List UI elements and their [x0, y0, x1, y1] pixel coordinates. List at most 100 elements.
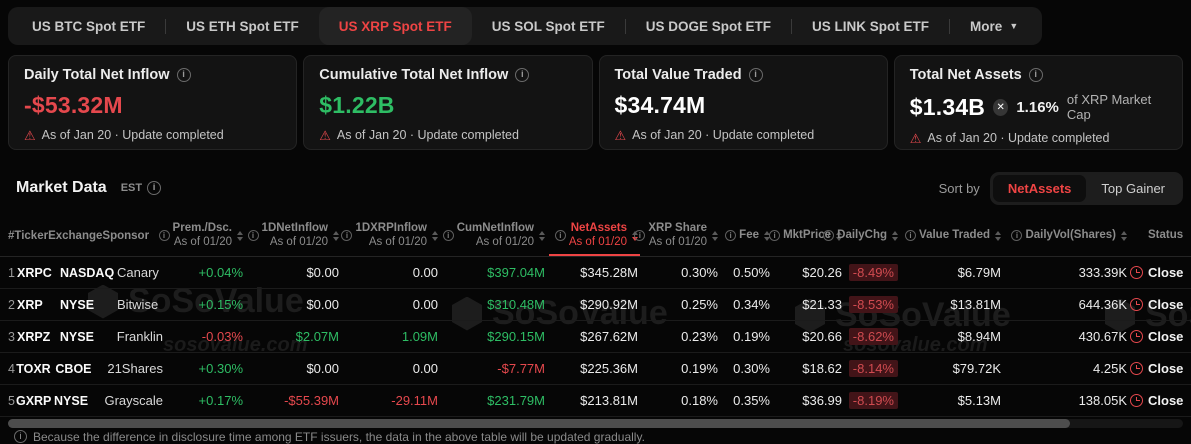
fund-name-cell: 5 GXRP NYSE Grayscale [8, 393, 163, 408]
tab-us-link-spot-etf[interactable]: US LINK Spot ETF [792, 7, 949, 45]
sort-arrows-icon[interactable] [764, 230, 770, 241]
sort-arrows-icon[interactable] [836, 230, 842, 241]
cell-na: $213.81M [580, 393, 638, 408]
horizontal-scrollbar-track[interactable] [8, 419, 1183, 428]
cell-vol: 4.25K [1093, 361, 1127, 376]
cell-vt: $8.94M [957, 329, 1001, 344]
column-header-dailychg[interactable]: i DailyChg [823, 215, 898, 256]
column-label: DailyChg [837, 228, 887, 241]
cell-prem: +0.17% [198, 393, 243, 408]
timezone-label: EST i [121, 181, 162, 195]
column-header-mktprice[interactable]: i MktPrice [769, 215, 842, 256]
fund-name-cell: 1 XRPC NASDAQ Canary [8, 265, 163, 280]
cell-chg: -8.49% [842, 264, 898, 281]
table-row-toxr[interactable]: 4 TOXR CBOE 21Shares +0.30% $0.00 0.00 -$7.77M $… [0, 353, 1191, 385]
market-status-text: Close [1148, 297, 1184, 312]
info-icon[interactable]: i [748, 68, 763, 82]
sort-arrows-icon[interactable] [892, 230, 898, 241]
info-icon[interactable]: i [905, 230, 917, 241]
cell-chg: -8.19% [842, 392, 898, 409]
cell-ndi: $0.00 [306, 361, 339, 376]
tab-us-xrp-spot-etf[interactable]: US XRP Spot ETF [318, 7, 472, 45]
sort-arrows-icon[interactable] [237, 230, 243, 241]
cell-na: $290.92M [580, 297, 638, 312]
column-header-fee[interactable]: i Fee [718, 215, 770, 256]
card-value: $1.22B [319, 92, 395, 118]
info-icon[interactable]: i [725, 230, 737, 241]
cell-vt: $6.79M [957, 265, 1001, 280]
horizontal-scrollbar-thumb[interactable] [8, 419, 1070, 428]
cell-chg: -8.62% [842, 328, 898, 345]
cell-price: $36.99 [802, 393, 842, 408]
fund-ticker: XRPZ [16, 330, 51, 344]
tab-us-eth-spot-etf[interactable]: US ETH Spot ETF [166, 7, 319, 45]
table-row-xrpc[interactable]: 1 XRPC NASDAQ Canary +0.04% $0.00 0.00 $397.04M… [0, 257, 1191, 289]
market-data-header: Market Data EST i Sort by NetAssets Top G… [16, 170, 1183, 206]
info-icon[interactable]: i [823, 230, 835, 241]
row-rank: 4 [8, 362, 15, 376]
daily-change-badge: -8.53% [848, 296, 898, 313]
sort-arrows-icon[interactable] [539, 230, 545, 241]
card-status-text: As of Jan 20 · Update completed [632, 128, 815, 142]
column-label: Fee [739, 228, 759, 241]
row-rank: 3 [8, 330, 15, 344]
table-row-xrpz[interactable]: 3 XRPZ NYSE Franklin -0.03% $2.07M 1.09M $290.1… [0, 321, 1191, 353]
card-title-text: Daily Total Net Inflow [24, 67, 170, 83]
info-icon[interactable]: i [442, 230, 454, 241]
column-header-dailyvol-shares[interactable]: i DailyVol(Shares) [1001, 215, 1127, 256]
info-icon[interactable]: i [176, 68, 191, 82]
table-row-gxrp[interactable]: 5 GXRP NYSE Grayscale +0.17% -$55.39M -29.11M $… [0, 385, 1191, 417]
warning-icon: ⚠ [614, 127, 627, 143]
tab-us-doge-spot-etf[interactable]: US DOGE Spot ETF [626, 7, 791, 45]
tab-label: US BTC Spot ETF [32, 18, 146, 34]
card-status: ⚠ As of Jan 20 · Update completed [615, 128, 872, 142]
sort-arrows-icon[interactable] [432, 230, 438, 241]
table-row-xrp[interactable]: 2 XRP NYSE Bitwise +0.15% $0.00 0.00 $310.48M $2… [0, 289, 1191, 321]
card-value: $34.74M [614, 92, 706, 118]
info-icon[interactable]: i [1011, 230, 1023, 241]
table-header-row: #TickerExchangeSponsor i Prem./Dsc. As of 0… [0, 215, 1191, 257]
cell-fee: 0.50% [733, 265, 770, 280]
column-header-1dxrpinflow[interactable]: i 1DXRPInflow As of 01/20 [339, 215, 438, 256]
fund-sponsor: 21Shares [107, 361, 163, 376]
warning-icon: ⚠ [319, 127, 331, 143]
column-header-prem-dsc[interactable]: i Prem./Dsc. As of 01/20 [158, 215, 243, 256]
info-icon[interactable]: i [147, 181, 162, 195]
tab-label: More [970, 18, 1003, 34]
market-status-text: Close [1148, 265, 1184, 280]
cell-vol: 430.67K [1078, 329, 1127, 344]
column-label: XRP Share As of 01/20 [648, 221, 707, 248]
column-header-value-traded[interactable]: i Value Traded [898, 215, 1001, 256]
column-header-netassets[interactable]: i NetAssets As of 01/20 [545, 215, 640, 256]
market-status-cell: Close [1127, 329, 1191, 344]
daily-change-badge: -8.19% [848, 392, 898, 409]
column-header-xrp-share[interactable]: i XRP Share As of 01/20 [634, 215, 718, 256]
info-icon[interactable]: i [515, 68, 530, 82]
info-icon[interactable]: i [634, 230, 646, 241]
row-rank: 5 [8, 394, 15, 408]
info-icon[interactable]: i [554, 230, 566, 241]
info-icon[interactable]: i [247, 230, 259, 241]
tab-us-btc-spot-etf[interactable]: US BTC Spot ETF [12, 7, 165, 45]
cell-xdi: 0.00 [412, 361, 438, 376]
info-icon[interactable]: i [769, 230, 781, 241]
info-icon[interactable]: i [341, 230, 353, 241]
sort-arrows-icon[interactable] [712, 230, 718, 241]
tab-us-sol-spot-etf[interactable]: US SOL Spot ETF [472, 7, 625, 45]
sort-arrows-icon[interactable] [333, 230, 339, 241]
sort-option-netassets[interactable]: NetAssets [992, 174, 1087, 202]
info-icon[interactable]: i [1028, 68, 1043, 82]
fund-exchange: NYSE [60, 298, 95, 312]
column-header-cumnetinflow[interactable]: i CumNetInflow As of 01/20 [438, 215, 545, 256]
cell-fee: 0.19% [733, 329, 770, 344]
sort-arrows-icon[interactable] [995, 230, 1001, 241]
info-icon[interactable]: i [158, 230, 170, 241]
market-status-cell: Close [1127, 393, 1191, 408]
column-header-status: Status [1127, 215, 1191, 256]
sort-option-top-gainer[interactable]: Top Gainer [1101, 180, 1165, 196]
column-label: 1DXRPInflow As of 01/20 [355, 221, 427, 248]
sort-arrows-icon[interactable] [1121, 230, 1127, 241]
column-header-1dnetinflow[interactable]: i 1DNetInflow As of 01/20 [243, 215, 339, 256]
tab-more[interactable]: More ▼ [950, 7, 1038, 45]
fund-name-cell: 3 XRPZ NYSE Franklin [8, 329, 163, 344]
